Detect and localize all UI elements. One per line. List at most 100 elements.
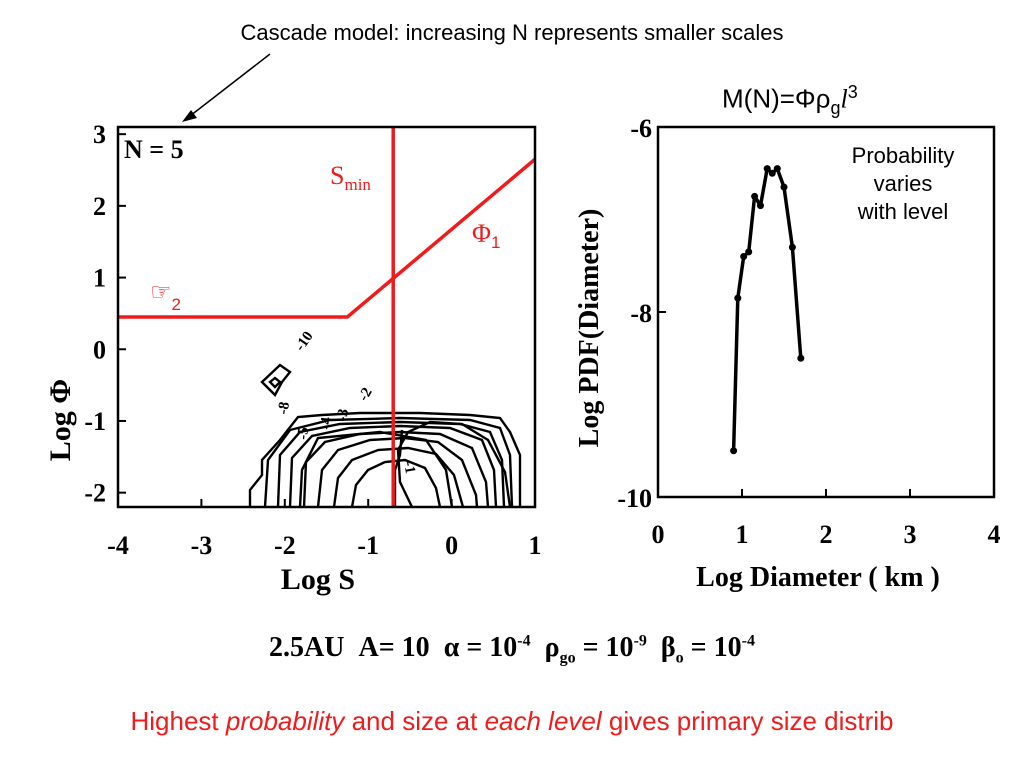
contour-line xyxy=(248,411,522,507)
param-rho-sub: go xyxy=(559,649,576,667)
param-beta-exp: -4 xyxy=(741,632,755,650)
pdf-series-line xyxy=(731,166,803,451)
param-alpha: α = 10 xyxy=(443,632,518,663)
pdf-data-point xyxy=(734,294,742,302)
phi1-label-sub: 1 xyxy=(491,233,500,252)
contour-line xyxy=(350,458,442,508)
x-tick-label: -2 xyxy=(274,531,296,560)
contour-line xyxy=(263,416,514,508)
contour-line xyxy=(268,376,282,389)
y-tick-label: -6 xyxy=(630,114,652,143)
y-tick-label: -8 xyxy=(630,299,652,328)
probability-note: Probability varies with level xyxy=(836,142,970,226)
pdf-data-point xyxy=(763,165,771,173)
pdf-series-points xyxy=(730,165,805,455)
smin-label-main: S xyxy=(330,161,344,190)
pdf-data-point xyxy=(756,202,764,210)
x-axis-label: Log S xyxy=(281,563,355,596)
phi1-label-main: Φ xyxy=(472,219,491,248)
y-tick-label: -1 xyxy=(84,407,106,436)
x-axis-label: Log Diameter ( km ) xyxy=(696,562,940,593)
pdf-data-point xyxy=(773,165,781,173)
x-tick-label: -1 xyxy=(357,531,379,560)
y-tick-label: -2 xyxy=(84,479,106,508)
contour-line xyxy=(288,424,498,508)
smin-label: Smin xyxy=(330,161,371,194)
x-tick-label: 2 xyxy=(820,520,833,549)
probability-note-line: with level xyxy=(857,199,949,224)
formula-sub: g xyxy=(830,97,841,118)
phi-constraint-line xyxy=(118,157,537,319)
contour-label: -5 xyxy=(295,427,312,441)
y-tick-label: 0 xyxy=(93,335,106,364)
param-beta-val: = 10 xyxy=(683,632,742,663)
x-tick-label: -3 xyxy=(191,531,213,560)
pdf-data-point xyxy=(768,169,776,177)
probability-note-line: varies xyxy=(873,171,933,196)
x-tick-label: -4 xyxy=(107,531,129,560)
x-tick-label: 0 xyxy=(445,531,458,560)
contour-line xyxy=(276,420,506,508)
contour-label: -10 xyxy=(292,329,317,355)
x-tick-label: 1 xyxy=(529,531,542,560)
pdf-data-point xyxy=(740,253,748,260)
panel-label: N = 5 xyxy=(124,135,184,164)
formula-main: M(N)=Φρ xyxy=(722,83,831,114)
footer-note: Highest probability and size at each lev… xyxy=(0,706,1024,737)
cascade-arrow-head xyxy=(182,110,197,122)
pdf-data-point xyxy=(797,354,805,362)
param-au: 2.5AU xyxy=(269,632,345,663)
contour-label: -1 xyxy=(400,460,418,475)
contour-line xyxy=(302,430,490,508)
contour-label: -4 xyxy=(318,416,335,430)
x-tick-label: 0 xyxy=(652,520,665,549)
footer-part: gives primary size distrib xyxy=(601,706,894,736)
contour-plot-frame xyxy=(116,125,537,509)
formula-sup: 3 xyxy=(847,82,858,102)
cascade-note: Cascade model: increasing N represents s… xyxy=(240,20,784,45)
y-tick-label: -10 xyxy=(617,484,652,513)
contour-label: -8 xyxy=(275,401,293,416)
contour-line xyxy=(298,430,454,508)
contour-label: -2 xyxy=(356,385,376,404)
param-alpha-exp: -4 xyxy=(517,632,531,650)
phi2-label: ☞2 xyxy=(150,280,181,314)
contour-line xyxy=(260,363,292,397)
contour-lines xyxy=(248,363,522,508)
y-axis-label: Log Φ xyxy=(44,379,77,461)
parameter-line: 2.5AU A= 10 α = 10-4 ρgo = 10-9 βo = 10-… xyxy=(0,632,1024,668)
param-rho: ρ xyxy=(544,632,560,663)
param-beta: β xyxy=(660,632,676,663)
pdf-data-point xyxy=(788,243,796,251)
param-beta-sub: o xyxy=(675,649,684,667)
pdf-data-point xyxy=(780,183,788,191)
cascade-arrow xyxy=(189,53,271,117)
contour-line xyxy=(396,420,512,508)
pdf-plot-frame xyxy=(656,125,996,499)
param-a: A= 10 xyxy=(358,632,430,663)
red-constraint-lines xyxy=(118,127,537,507)
param-rho-val: = 10 xyxy=(575,632,634,663)
phi2-label-sub: 2 xyxy=(172,295,181,314)
contour-label: -3 xyxy=(334,408,352,423)
mass-formula: M(N)=Φρgl3 xyxy=(722,82,858,119)
smin-label-sub: min xyxy=(344,175,371,194)
pdf-line-chart: 0 1 2 3 4 -6 -8 -10 Log Diameter ( km ) Log PDF… xyxy=(574,114,1001,593)
pdf-data-point xyxy=(751,192,759,200)
footer-part: Highest xyxy=(130,706,226,736)
pdf-data-point xyxy=(730,447,738,455)
y-tick-label: 3 xyxy=(93,120,106,149)
footer-part: and size at xyxy=(344,706,485,736)
x-tick-label: 3 xyxy=(904,520,917,549)
x-tick-label: 1 xyxy=(736,520,749,549)
y-axis-label: Log PDF(Diameter) xyxy=(574,209,605,448)
phi1-label: Φ1 xyxy=(472,219,500,252)
probability-note-line: Probability xyxy=(851,143,955,168)
footer-emphasis: probability xyxy=(225,706,345,736)
pdf-axis-ticks: 0 1 2 3 4 -6 -8 -10 xyxy=(617,114,1000,549)
formula-l: l xyxy=(840,84,848,114)
phi2-label-main: ☞ xyxy=(150,280,172,306)
